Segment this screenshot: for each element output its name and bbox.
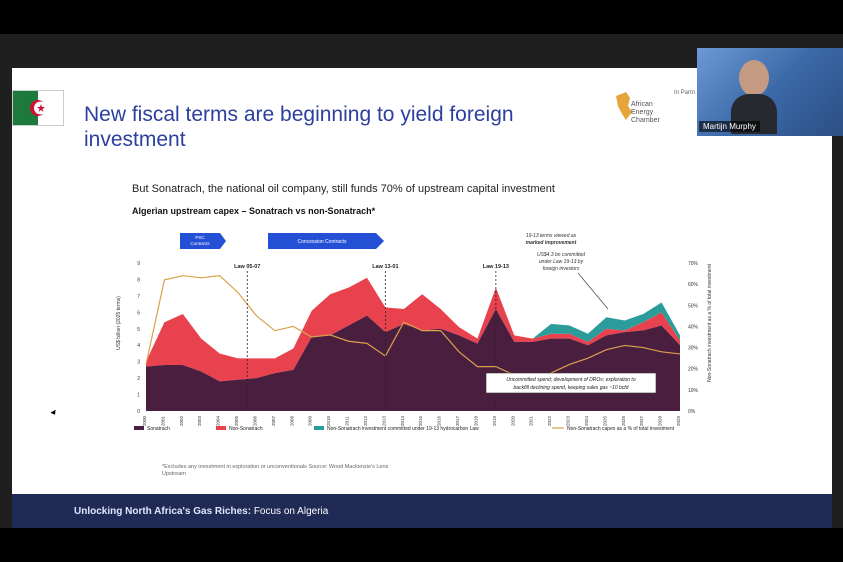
x-tick-label: 2015 [418, 415, 423, 426]
slide-footer: Unlocking North Africa's Gas Riches: Foc… [12, 494, 832, 530]
slide-title: New fiscal terms are beginning to yield … [84, 103, 514, 151]
x-tick-label: 2007 [271, 415, 276, 426]
concession-label: Concession Contracts [298, 239, 347, 245]
x-tick-label: 2013 [381, 415, 386, 426]
x-tick-label: 2023 [566, 415, 571, 426]
x-tick-label: 2028 [658, 415, 663, 426]
committed-note-3: foreign investors [543, 266, 580, 272]
legend-swatch-sonatrach [134, 426, 144, 430]
y2-tick-label: 70% [688, 261, 699, 267]
y2-tick-label: 30% [688, 346, 699, 352]
x-tick-label: 2027 [639, 415, 644, 426]
y-tick-label: 2 [137, 376, 140, 382]
uncommitted-note-box [485, 372, 657, 394]
y2-tick-label: 50% [688, 303, 699, 309]
x-tick-label: 2029 [676, 415, 681, 426]
y2-tick-label: 10% [688, 388, 699, 394]
african-energy-chamber-logo [616, 92, 632, 120]
psc-label: PSC [195, 235, 205, 240]
x-tick-label: 2017 [455, 415, 460, 426]
logo-text: African Energy Chamber [631, 101, 660, 124]
partner-label: In Partn [674, 90, 696, 96]
x-tick-label: 2005 [234, 415, 239, 426]
x-tick-label: 2003 [197, 415, 202, 426]
non-sonatrach-pct-line [145, 275, 681, 385]
law-05-07-label: Law 05-07 [234, 264, 260, 270]
participant-avatar [731, 60, 777, 134]
uncommitted-note-2: backfill declining spend, keeping sales … [514, 385, 629, 391]
participant-name: Martijn Murphy [699, 121, 760, 132]
x-tick-label: 2000 [142, 415, 147, 426]
x-tick-label: 2006 [252, 415, 257, 426]
x-tick-label: 2012 [363, 415, 368, 426]
committed-note-1: US$4.3 bn committed [537, 252, 585, 258]
x-tick-label: 2020 [510, 415, 515, 426]
footnote: *Excludes any investment in exploration … [162, 464, 389, 477]
psc-arrow [180, 233, 226, 249]
legend-label-committed: Non-Sonatrach investment committed under… [327, 426, 479, 432]
x-tick-label: 2019 [492, 415, 497, 426]
y2-tick-label: 60% [688, 282, 699, 288]
improvement-note-1: 19-13 terms viewed as [526, 233, 577, 239]
capex-chart: US$ billion (2025 terms) Non-Sonatrach i… [116, 233, 713, 432]
x-tick-label: 2021 [529, 415, 534, 426]
x-tick-label: 2008 [289, 415, 294, 426]
legend-label-sonatrach: Sonatrach [147, 426, 170, 432]
uncommitted-note-1: Uncommitted spend; development of DROs; … [506, 377, 635, 383]
y-tick-label: 6 [137, 310, 140, 316]
committed-arrow [577, 272, 609, 310]
y2-axis-label: Non-Sonatrach investment as a % of total… [707, 263, 713, 381]
y2-tick-label: 0% [688, 409, 696, 415]
x-tick-label: 2002 [179, 415, 184, 426]
x-tick-label: 2018 [473, 415, 478, 426]
x-tick-label: 2001 [160, 415, 165, 426]
top-bar [0, 0, 843, 34]
legend-swatch-committed [314, 426, 324, 430]
algeria-flag-icon [12, 90, 64, 126]
law-13-01-label: Law 13-01 [372, 264, 398, 270]
slide-subtitle: But Sonatrach, the national oil company,… [132, 183, 555, 195]
y-tick-label: 4 [137, 343, 140, 349]
y-tick-label: 3 [137, 360, 140, 366]
y-tick-label: 7 [137, 294, 140, 300]
y-tick-label: 0 [137, 409, 140, 415]
presentation-slide: New fiscal terms are beginning to yield … [12, 68, 832, 530]
x-tick-label: 2004 [216, 415, 221, 426]
improvement-note-2: marked improvement [526, 240, 577, 246]
y-tick-label: 9 [137, 261, 140, 267]
law-19-13-label: Law 19-13 [483, 264, 509, 270]
x-tick-label: 2024 [584, 415, 589, 426]
x-tick-label: 2014 [400, 415, 405, 426]
footer-text: Unlocking North Africa's Gas Riches: Foc… [74, 506, 329, 517]
x-tick-label: 2016 [437, 415, 442, 426]
legend-swatch-non-sonatrach [216, 426, 226, 430]
legend-label-pct-line: Non-Sonatrach capex as a % of total inve… [567, 426, 675, 432]
y-tick-label: 5 [137, 327, 140, 333]
legend-label-non-sonatrach: Non-Sonatrach [229, 426, 263, 432]
y-tick-label: 1 [137, 393, 140, 399]
x-tick-label: 2009 [308, 415, 313, 426]
y-tick-label: 8 [137, 277, 140, 283]
bottom-bar [0, 528, 843, 562]
legend: Sonatrach Non-Sonatrach Non-Sonatrach in… [134, 426, 675, 432]
participant-video-tile[interactable]: Martijn Murphy [697, 48, 843, 136]
x-tick-label: 2026 [621, 415, 626, 426]
committed-note-2: under Law 19-13 by [539, 259, 584, 265]
psc-label-2: Contracts [190, 241, 210, 246]
x-tick-label: 2011 [345, 416, 350, 426]
y2-tick-label: 20% [688, 367, 699, 373]
x-tick-label: 2022 [547, 415, 552, 426]
chart-title: Algerian upstream capex – Sonatrach vs n… [132, 206, 376, 216]
y2-tick-label: 40% [688, 324, 699, 330]
concession-arrow [268, 233, 384, 249]
x-tick-label: 2010 [326, 415, 331, 426]
x-tick-label: 2025 [602, 415, 607, 426]
y-axis-label: US$ billion (2025 terms) [116, 296, 122, 350]
